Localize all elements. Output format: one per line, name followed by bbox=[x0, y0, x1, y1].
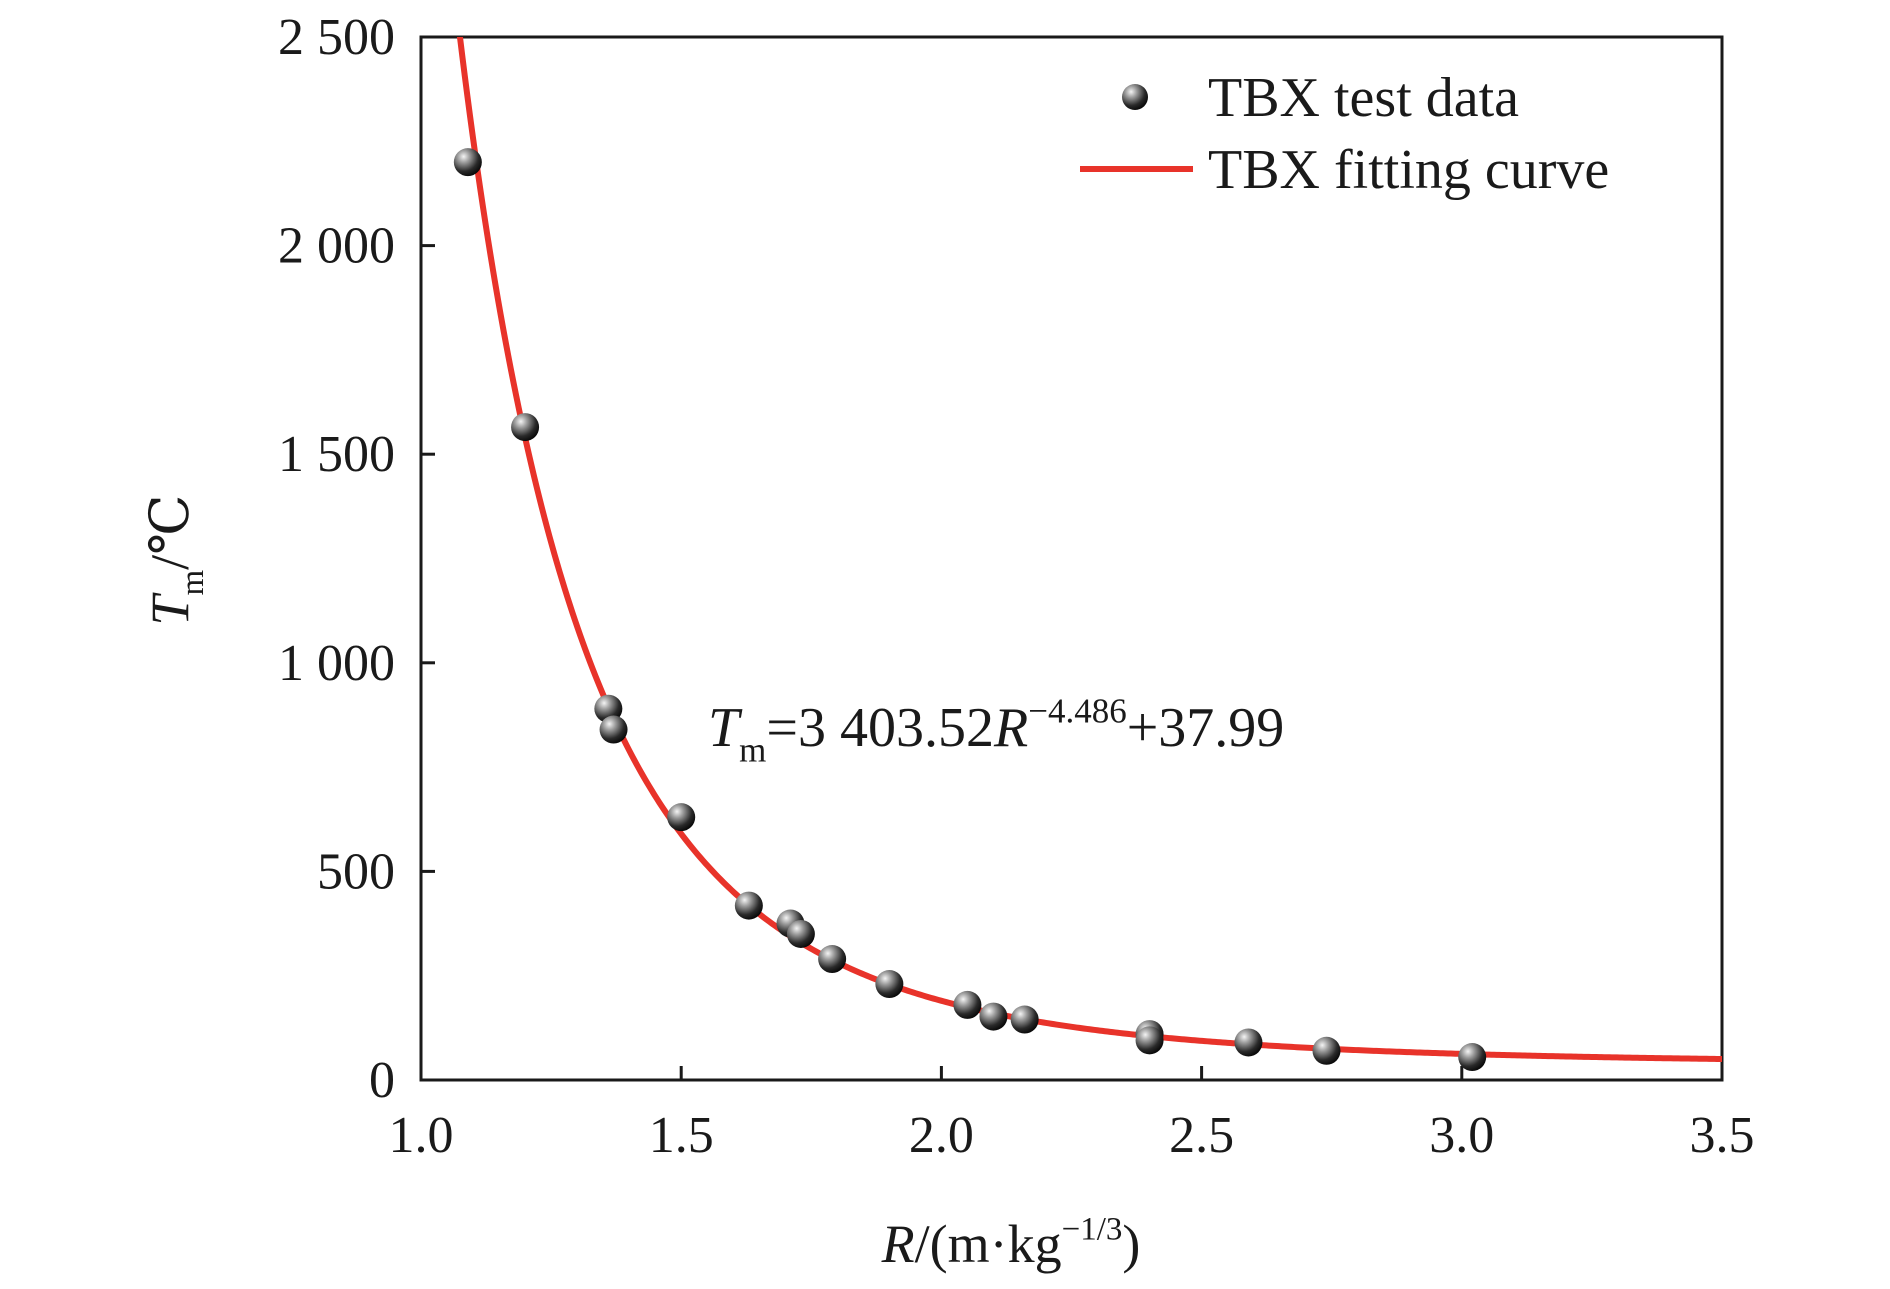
data-point bbox=[1135, 1026, 1164, 1055]
x-tick-label: 2.5 bbox=[1169, 1107, 1234, 1164]
data-point bbox=[667, 803, 696, 832]
legend: TBX test data TBX fitting curve bbox=[1080, 67, 1609, 201]
fitting-curve-line bbox=[456, 37, 1722, 1062]
x-tick-label: 2.0 bbox=[909, 1107, 974, 1164]
data-point bbox=[1458, 1043, 1487, 1072]
y-tick-label: 2 500 bbox=[278, 9, 395, 66]
data-point bbox=[1234, 1028, 1263, 1057]
x-tick-label: 1.5 bbox=[649, 1107, 714, 1164]
x-axis-ticks: 1.0 1.5 2.0 2.5 3.0 3.5 bbox=[389, 1066, 1755, 1164]
y-tick-label: 2 000 bbox=[278, 218, 395, 275]
data-point bbox=[786, 919, 815, 948]
data-point bbox=[1312, 1036, 1341, 1065]
data-point bbox=[511, 413, 540, 442]
x-tick-label: 3.0 bbox=[1429, 1107, 1494, 1164]
y-tick-label: 1 000 bbox=[278, 635, 395, 692]
data-point bbox=[1010, 1005, 1039, 1034]
x-tick-label: 3.5 bbox=[1690, 1107, 1755, 1164]
data-point bbox=[453, 148, 482, 177]
data-point bbox=[734, 891, 763, 920]
legend-marker-test-data bbox=[1122, 84, 1148, 110]
x-axis-label: R/(m·kg−1/3) bbox=[881, 1211, 1141, 1274]
data-points-layer bbox=[453, 148, 1487, 1072]
fit-equation-annotation: Tm=3 403.52R−4.486+37.99 bbox=[708, 691, 1284, 769]
data-point bbox=[818, 945, 847, 974]
y-tick-label: 500 bbox=[317, 843, 395, 900]
data-point bbox=[599, 715, 628, 744]
y-axis-ticks: 0 500 1 000 1 500 2 000 2 500 bbox=[278, 9, 435, 1109]
plot-frame bbox=[419, 35, 1724, 1082]
y-tick-label: 0 bbox=[369, 1052, 395, 1109]
legend-label-test-data: TBX test data bbox=[1208, 67, 1519, 129]
data-point bbox=[953, 990, 982, 1019]
legend-label-fitting-curve: TBX fitting curve bbox=[1208, 139, 1609, 201]
x-tick-label: 1.0 bbox=[389, 1107, 454, 1164]
data-point bbox=[979, 1002, 1008, 1031]
y-tick-label: 1 500 bbox=[278, 426, 395, 483]
data-point bbox=[875, 970, 904, 999]
y-axis-label: Tm/℃ bbox=[140, 494, 211, 625]
fit-curve-layer bbox=[456, 37, 1722, 1062]
